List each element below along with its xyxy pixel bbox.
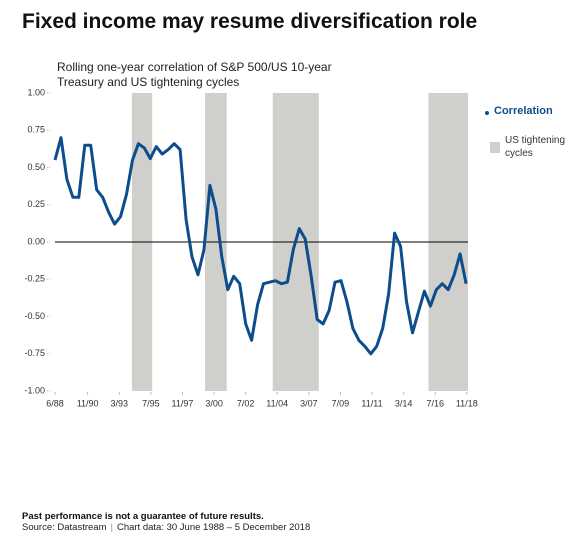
- x-tick-label: 7/95: [142, 398, 160, 408]
- x-tick-label: 3/93: [111, 398, 129, 408]
- x-tick-label: 7/02: [237, 398, 255, 408]
- legend-entry: US tightening cycles: [505, 135, 566, 159]
- y-tick-label: -0.75: [24, 348, 45, 358]
- x-tick-label: 11/11: [361, 398, 382, 408]
- y-tick-label: -0.50: [24, 311, 45, 321]
- separator: |: [110, 522, 113, 533]
- legend-entry: Correlation: [494, 105, 553, 117]
- y-tick-label: 0.75: [27, 125, 45, 135]
- x-tick-label: 7/09: [332, 398, 350, 408]
- correlation-line: [53, 136, 468, 356]
- x-tick-label: 11/90: [77, 398, 99, 408]
- x-tick-label: 11/18: [456, 398, 478, 408]
- disclaimer: Past performance is not a guarantee of f…: [22, 511, 264, 522]
- y-tick-label: -1.00: [24, 385, 45, 395]
- source: Source: Datastream: [22, 522, 107, 533]
- x-tick-label: 6/88: [46, 398, 64, 408]
- x-tick-label: 11/97: [171, 398, 193, 408]
- legend-swatch: [490, 142, 500, 153]
- y-tick-label: -0.25: [24, 274, 45, 284]
- chart-subtitle: Rolling one-year correlation of S&P 500/…: [57, 60, 332, 89]
- x-tick-label: 3/07: [300, 398, 318, 408]
- legend-swatch: [485, 111, 489, 115]
- y-tick-label: 0.25: [27, 199, 45, 209]
- x-tick-label: 11/04: [266, 398, 288, 408]
- note: Chart data: 30 June 1988 – 5 December 20…: [116, 522, 311, 533]
- y-tick-label: 0.50: [27, 162, 45, 172]
- footer: Source: Datastream | Chart data: 30 June 1…: [22, 522, 310, 533]
- y-tick-label: 0.00: [27, 236, 45, 246]
- x-tick-label: 3/14: [395, 398, 413, 408]
- chart-title: Fixed income may resume diversification …: [22, 10, 478, 33]
- y-tick-label: 1.00: [27, 87, 45, 97]
- x-tick-label: 7/16: [426, 398, 444, 408]
- x-tick-label: 3/00: [205, 398, 223, 408]
